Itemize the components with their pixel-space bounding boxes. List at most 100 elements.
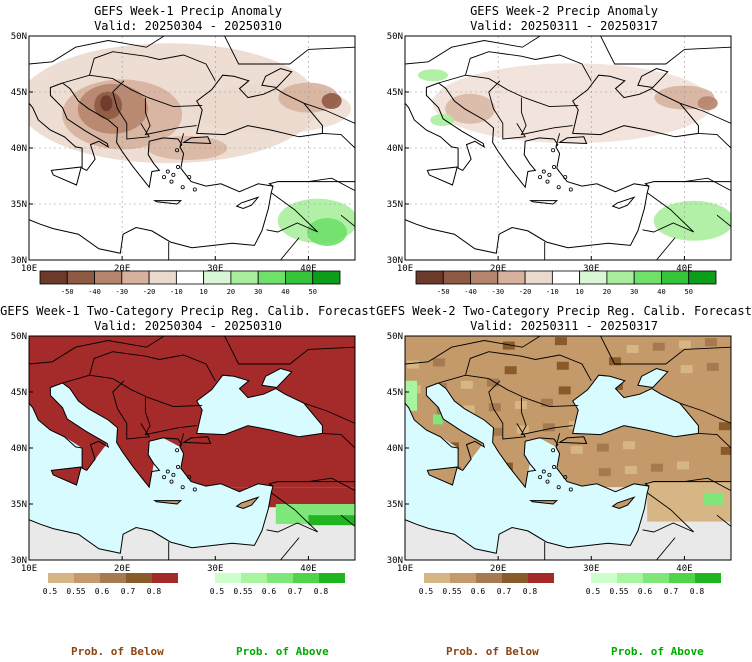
colorbar-tick-label: 0.6	[95, 587, 110, 596]
colorbar-swatch	[48, 573, 74, 583]
colorbar-tick-label: 20	[603, 288, 611, 296]
colorbar-swatch	[215, 573, 241, 583]
colorbar-swatch	[442, 270, 471, 285]
lon-tick-label: 10E	[397, 264, 413, 274]
lon-tick-label: 20E	[114, 264, 130, 274]
colorbar-swatch	[502, 573, 528, 583]
lon-tick-label: 10E	[397, 564, 413, 574]
colorbar-swatch	[126, 573, 152, 583]
colorbar-tick-label: -30	[115, 288, 128, 296]
colorbar-tick-label: 0.8	[523, 587, 538, 596]
colorbar-tick-label: 10	[575, 288, 583, 296]
colorbar-swatch	[695, 573, 721, 583]
lat-tick-label: 35N	[387, 200, 403, 210]
colorbar-swatch	[470, 270, 499, 285]
panel-title: GEFS Week-2 Two-Category Precip Reg. Cal…	[376, 304, 752, 318]
panel-week2-anomaly: GEFS Week-2 Precip Anomaly Valid: 202503…	[376, 0, 752, 300]
lat-tick-label: 45N	[387, 388, 403, 398]
colorbar-swatch	[661, 270, 690, 285]
colorbar-tick-label: 0.7	[288, 587, 303, 596]
colorbar-swatch	[39, 270, 68, 285]
colorbar-tick-label: -50	[61, 288, 74, 296]
lat-tick-label: 50N	[11, 332, 27, 342]
colorbar-tick-label: -10	[170, 288, 183, 296]
colorbar-tick-label: -50	[437, 288, 450, 296]
colorbar-tick-label: 0.6	[638, 587, 653, 596]
colorbar-tick-label: 0.55	[442, 587, 461, 596]
colorbar-tick-label: 30	[254, 288, 262, 296]
lat-tick-label: 35N	[387, 500, 403, 510]
colorbar-tick-label: 0.55	[66, 587, 85, 596]
lon-tick-label: 40E	[676, 564, 692, 574]
colorbar-tick-label: 50	[309, 288, 317, 296]
colorbar-tick-label: 0.8	[314, 587, 329, 596]
colorbar-swatch	[415, 270, 444, 285]
map-field	[405, 336, 731, 560]
panel-title: GEFS Week-1 Precip Anomaly	[94, 4, 282, 18]
colorbar-tick-label: -20	[519, 288, 532, 296]
colorbar-tick-label: -40	[88, 288, 101, 296]
colorbar-swatch	[267, 573, 293, 583]
prob-above-label: Prob. of Above	[611, 645, 704, 658]
map-field	[29, 336, 355, 560]
colorbar-tick-label: 0.6	[471, 587, 486, 596]
lat-tick-label: 30N	[11, 556, 27, 566]
lat-tick-label: 30N	[387, 556, 403, 566]
colorbar-swatch	[319, 573, 345, 583]
lat-tick-label: 30N	[387, 256, 403, 266]
colorbar-swatch	[121, 270, 150, 285]
lon-tick-label: 30E	[207, 264, 223, 274]
colorbar-swatch	[312, 270, 341, 285]
colorbar-swatch	[606, 270, 635, 285]
lon-tick-label: 20E	[114, 564, 130, 574]
lon-tick-label: 10E	[21, 564, 37, 574]
colorbar-swatch	[203, 270, 232, 285]
colorbar-swatch	[688, 270, 717, 285]
panel-valid-dates: Valid: 20250311 - 20250317	[470, 319, 658, 333]
lon-tick-label: 40E	[300, 264, 316, 274]
lat-tick-label: 35N	[11, 500, 27, 510]
lat-tick-label: 45N	[11, 388, 27, 398]
colorbar-swatch	[524, 270, 553, 285]
lon-tick-label: 10E	[21, 264, 37, 274]
colorbar-tick-label: 0.7	[497, 587, 512, 596]
colorbar-tick-label: 10	[199, 288, 207, 296]
colorbar-swatch	[551, 270, 581, 285]
colorbar-swatch	[74, 573, 100, 583]
lon-tick-label: 30E	[207, 564, 223, 574]
colorbar-tick-label: 0.7	[121, 587, 136, 596]
colorbar-swatch	[424, 573, 450, 583]
colorbar-swatch	[579, 270, 608, 285]
colorbar-tick-label: 50	[685, 288, 693, 296]
lat-tick-label: 45N	[11, 88, 27, 98]
panel-valid-dates: Valid: 20250304 - 20250310	[94, 319, 282, 333]
colorbar-tick-label: 0.5	[210, 587, 225, 596]
colorbar-swatch	[94, 270, 123, 285]
lon-tick-label: 20E	[490, 264, 506, 274]
colorbar-tick-label: 0.5	[419, 587, 434, 596]
lat-tick-label: 45N	[387, 88, 403, 98]
colorbar-tick-label: 40	[281, 288, 289, 296]
lon-tick-label: 40E	[676, 264, 692, 274]
colorbar-swatch	[476, 573, 502, 583]
lat-tick-label: 50N	[11, 32, 27, 42]
colorbar-swatch	[175, 270, 205, 285]
colorbar-swatch	[643, 573, 669, 583]
colorbar-swatch	[148, 270, 177, 285]
colorbar-swatch	[257, 270, 286, 285]
colorbar-swatch	[100, 573, 126, 583]
colorbar-swatch	[633, 270, 662, 285]
colorbar-swatch	[241, 573, 267, 583]
colorbar-tick-label: 30	[630, 288, 638, 296]
lat-tick-label: 30N	[11, 256, 27, 266]
panel-week1-prob: GEFS Week-1 Two-Category Precip Reg. Cal…	[0, 300, 376, 600]
map-field	[29, 36, 355, 260]
colorbar-swatch	[66, 270, 95, 285]
colorbar-tick-label: 0.8	[147, 587, 162, 596]
colorbar-swatch	[152, 573, 178, 583]
lat-tick-label: 40N	[387, 144, 403, 154]
prob-below-label: Prob. of Below	[446, 645, 539, 658]
prob-above-label: Prob. of Above	[236, 645, 329, 658]
